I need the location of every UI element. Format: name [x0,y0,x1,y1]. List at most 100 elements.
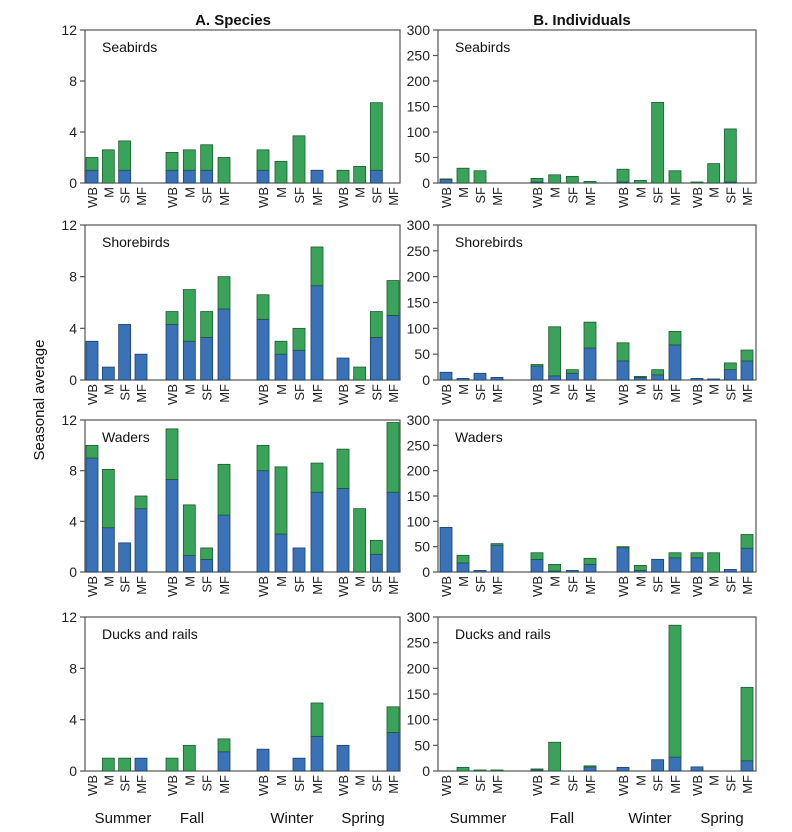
bar-green [256,149,270,171]
y-tick-label: 0 [422,175,430,191]
bar-blue [740,360,754,381]
bar-green [707,163,721,184]
bar-blue [616,360,630,381]
bar-green [85,157,99,171]
x-tick-label: M [548,187,563,198]
panel-title: Waders [455,429,503,445]
bar-blue [651,374,665,381]
y-tick-label: 150 [407,99,431,115]
season-label: Fall [180,810,204,827]
bar-green [134,495,148,510]
bar-green [353,166,367,184]
y-tick-label: 8 [69,463,77,479]
bar-blue [85,169,99,184]
bar-green [490,769,504,772]
panel-title: Seabirds [455,39,510,55]
bar-blue [274,353,288,381]
x-tick-label: WB [336,384,351,405]
bar-green [473,170,487,184]
x-tick-label: SF [723,775,738,792]
y-tick-label: 150 [407,686,431,702]
x-tick-label: MF [583,187,598,206]
bar-blue [668,557,682,573]
bar-green [456,767,470,772]
x-tick-label: SF [200,576,215,593]
bar-green [723,128,737,183]
x-tick-label: WB [165,576,180,597]
y-tick-label: 12 [61,217,77,233]
x-tick-label: WB [256,384,271,405]
x-tick-label: M [274,576,289,587]
x-tick-label: MF [490,187,505,206]
bar-blue [336,744,350,772]
y-tick-label: 0 [69,564,77,580]
y-tick-label: 12 [61,412,77,428]
y-tick-label: 50 [414,737,430,753]
x-tick-label: SF [723,384,738,401]
bar-green [583,321,597,349]
bar-green [616,546,630,549]
x-tick-label: SF [723,187,738,204]
x-tick-label: MF [217,187,232,206]
x-tick-label: M [633,187,648,198]
x-tick-label: MF [217,384,232,403]
bar-green [668,170,682,184]
bar-blue [217,514,231,573]
bar-green [200,547,214,560]
bar-green [668,624,682,758]
x-tick-label: SF [473,384,488,401]
bar-green [386,422,400,493]
y-tick-label: 300 [407,217,431,233]
x-tick-label: MF [386,384,401,403]
bar-blue [583,564,597,573]
bar-blue [292,349,306,381]
bar-blue [118,169,132,184]
x-tick-label: SF [651,576,666,593]
x-tick-label: WB [530,187,545,208]
y-tick-label: 50 [414,346,430,362]
season-label: Summer [450,810,507,827]
bar-blue [310,491,324,573]
bar-green [217,157,231,184]
bar-green [439,178,453,180]
bar-blue [690,557,704,573]
bar-green [633,375,647,378]
bar-green [101,757,115,772]
x-tick-label: M [548,384,563,395]
x-tick-label: M [101,187,116,198]
y-tick-label: 4 [69,712,77,728]
season-label: Spring [341,810,384,827]
x-tick-label: SF [473,775,488,792]
x-tick-label: WB [690,775,705,796]
x-tick-label: WB [439,384,454,405]
bar-green [616,168,630,183]
bar-blue [101,527,115,573]
y-tick-label: 250 [407,48,431,64]
bar-blue [292,757,306,772]
bar-blue [256,470,270,573]
bar-blue [616,547,630,573]
bar-blue [256,318,270,381]
bar-blue [548,375,562,381]
y-tick-label: 150 [407,295,431,311]
y-tick-label: 4 [69,513,77,529]
bar-blue [616,767,630,772]
bar-blue [439,179,453,184]
bar-green [565,175,579,184]
x-tick-label: WB [336,187,351,208]
bar-green [200,311,214,338]
x-tick-label: WB [165,775,180,796]
bar-green [292,135,306,184]
bar-green [651,369,665,376]
x-tick-label: WB [616,576,631,597]
x-tick-label: M [101,775,116,786]
x-tick-label: MF [134,187,149,206]
bar-green [633,180,647,184]
bar-green [256,294,270,320]
bar-blue [473,372,487,381]
x-tick-label: M [456,187,471,198]
